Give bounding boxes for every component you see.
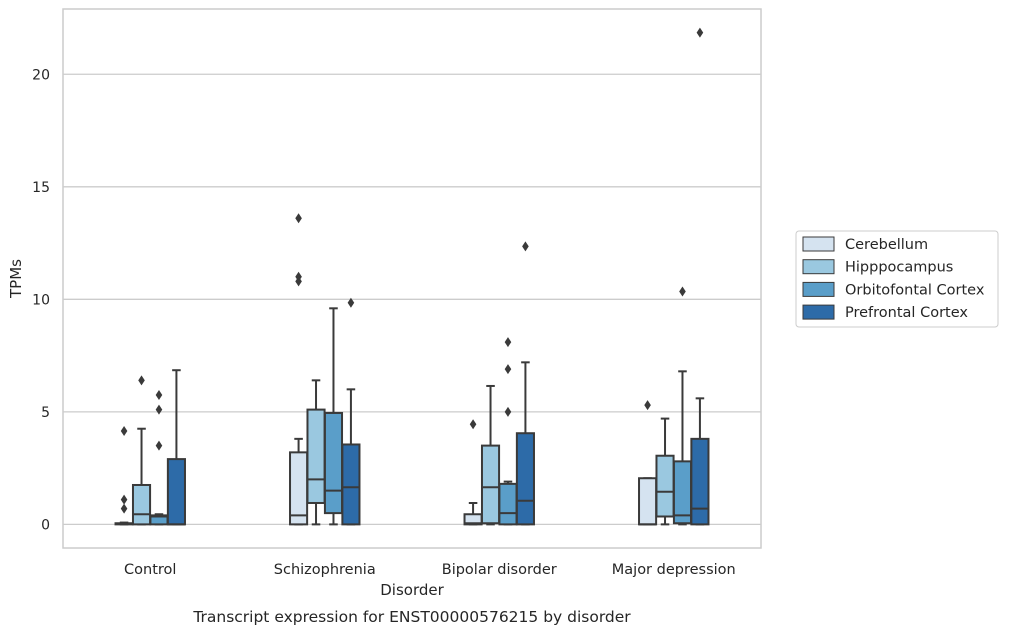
- legend: Cerebellum Hipppocampus Orbitofontal Corte…: [795, 230, 999, 328]
- box-group: [131, 375, 152, 526]
- y-tick-label: 20: [32, 67, 50, 83]
- outlier-point: [504, 337, 512, 348]
- outlier-point: [155, 404, 163, 415]
- outlier-point: [155, 389, 163, 400]
- outlier-point: [644, 400, 651, 411]
- outlier-point: [120, 425, 128, 436]
- box-group: [480, 384, 501, 526]
- box-group: [166, 369, 186, 526]
- outlier-point: [696, 27, 704, 38]
- box-group: [289, 213, 309, 526]
- box: [166, 458, 186, 526]
- box: [480, 444, 501, 525]
- box-group: [515, 241, 535, 526]
- plot-frame: [62, 8, 762, 549]
- legend-swatch: [802, 236, 835, 252]
- chart-caption: Transcript expression for ENST0000057621…: [192, 608, 631, 626]
- outlier-point: [295, 271, 302, 282]
- box-group: [114, 425, 134, 526]
- x-tick-label: Bipolar disorder: [442, 562, 557, 578]
- outlier-point: [155, 440, 163, 451]
- legend-label: Prefrontal Cortex: [845, 305, 968, 321]
- box: [690, 437, 710, 526]
- box-group: [672, 286, 693, 526]
- box: [655, 454, 675, 518]
- outlier-point: [522, 241, 529, 252]
- outlier-point: [469, 419, 477, 430]
- box-group: [690, 27, 710, 526]
- outlier-point: [679, 286, 686, 297]
- legend-swatch: [802, 281, 835, 297]
- legend-swatch: [802, 259, 835, 275]
- legend-label: Hipppocampus: [845, 260, 953, 276]
- box-group: [149, 389, 169, 526]
- legend-frame: [795, 230, 999, 328]
- box: [323, 411, 344, 515]
- x-axis-label: Disorder: [380, 581, 444, 599]
- box: [131, 483, 152, 526]
- outlier-point: [347, 297, 355, 308]
- box-group: [498, 337, 518, 526]
- legend-label: Cerebellum: [845, 237, 928, 253]
- box: [341, 443, 361, 526]
- box: [289, 451, 309, 526]
- box-group: [323, 307, 344, 526]
- box-group: [655, 417, 675, 526]
- y-tick-label: 0: [41, 517, 50, 533]
- outlier-point: [120, 503, 128, 514]
- box-group: [638, 400, 658, 526]
- x-axis-ticks: Control Schizophrenia Bipolar disorder Majo…: [124, 562, 736, 578]
- outlier-point: [138, 375, 145, 386]
- legend-swatch: [802, 304, 835, 320]
- box-group: [306, 379, 326, 526]
- outlier-point: [120, 494, 128, 505]
- y-tick-label: 5: [41, 405, 50, 421]
- box: [515, 432, 535, 526]
- box: [306, 408, 326, 504]
- x-tick-label: Major depression: [612, 562, 736, 578]
- y-tick-label: 10: [32, 292, 50, 308]
- box-group: [341, 297, 361, 526]
- box-group: [463, 419, 483, 526]
- box-groups: [114, 27, 710, 526]
- y-axis-ticks: 0 5 10 15 20: [32, 67, 50, 533]
- box: [638, 477, 658, 526]
- legend-label: Orbitofontal Cortex: [845, 282, 985, 298]
- x-tick-label: Schizophrenia: [274, 562, 376, 578]
- y-axis-label: TPMs: [7, 259, 25, 299]
- box: [672, 460, 693, 525]
- y-tick-label: 15: [32, 180, 50, 196]
- outlier-point: [295, 213, 302, 224]
- box: [498, 482, 518, 526]
- outlier-point: [504, 364, 512, 375]
- x-tick-label: Control: [124, 562, 176, 578]
- outlier-point: [504, 406, 512, 417]
